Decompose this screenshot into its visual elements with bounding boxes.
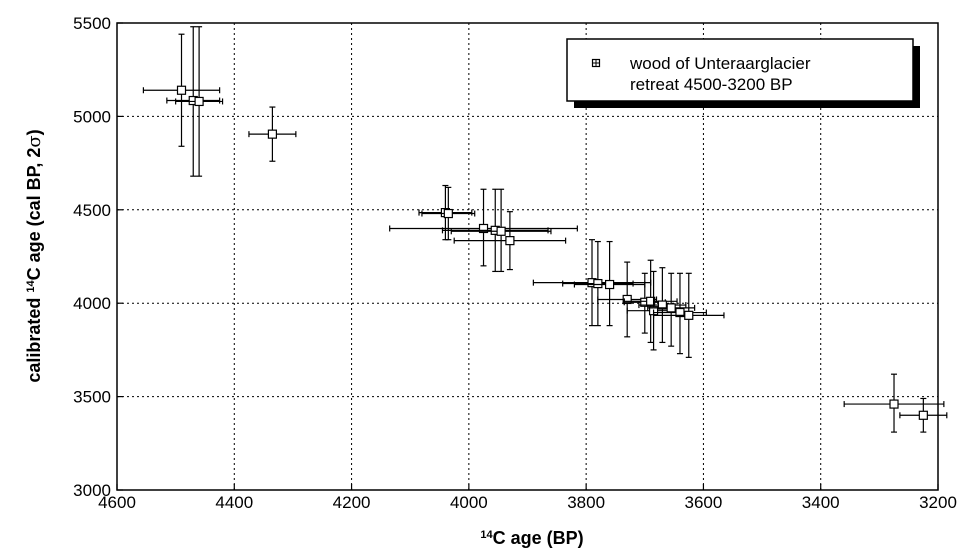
data-point [450,188,552,273]
x-tick-label: 4600 [98,493,136,512]
point-marker [267,129,278,139]
legend-marker [591,58,601,68]
y-axis-label-post: C age (cal BP, 2 [24,148,44,281]
y-axis-label-pre: calibrated [24,293,44,383]
data-point [389,188,578,267]
x-tick-label: 3800 [567,493,605,512]
x-tick-label: 3400 [802,493,840,512]
y-axis-label: calibrated 14C age (cal BP, 2σ) [24,129,45,382]
data-point [652,272,725,358]
data-point [647,272,696,347]
axis-ticks: 4600 4400 4200 4000 3800 3600 3400 3200 3000 3500… [73,14,957,512]
y-axis-label-sigma: σ [24,135,45,147]
data-points [142,26,948,433]
y-tick-label: 5500 [73,14,111,33]
x-tick-label: 3600 [685,493,723,512]
point-marker [496,226,506,236]
y-tick-label: 3000 [73,481,111,500]
point-marker [176,85,187,95]
y-tick-label: 4500 [73,201,111,220]
data-point [638,267,687,344]
y-tick-label: 4000 [73,294,111,313]
data-point [441,188,549,273]
data-point [453,211,567,271]
data-point [532,239,652,327]
data-point [142,33,221,147]
x-axis-label-sup: 14 [480,529,493,541]
legend-box [566,38,914,102]
x-tick-label: 4200 [333,493,371,512]
point-marker [675,307,685,318]
x-axis-label: 14C age (BP) [480,528,583,548]
y-axis-label-sup: 14 [25,279,37,292]
data-point [573,240,646,327]
data-point [843,373,945,433]
point-marker [478,223,489,234]
y-tick-label: 3500 [73,388,111,407]
y-axis-label-end: ) [24,129,44,135]
x-tick-label: 3200 [919,493,957,512]
legend: wood of Unteraarglacier retreat 4500-320… [566,38,920,108]
point-marker [593,278,603,289]
point-marker [505,236,515,246]
data-point [562,240,634,327]
point-marker [684,310,694,320]
point-marker [194,96,204,107]
gridlines [117,23,938,490]
point-marker [622,294,632,305]
x-tick-label: 4400 [215,493,253,512]
legend-entry-line2: retreat 4500-3200 BP [630,75,793,94]
point-marker [657,300,667,310]
data-point [175,26,224,177]
point-marker [918,410,928,420]
point-marker [443,208,453,219]
legend-entry-line1: wood of Unteraarglacier [629,54,811,73]
plot-frame [116,22,939,491]
data-point [623,259,678,344]
x-axis-label-post: C age (BP) [493,528,584,548]
data-point [248,106,297,162]
x-tick-label: 4000 [450,493,488,512]
y-tick-label: 5000 [73,107,111,126]
point-marker [604,279,615,290]
data-point [652,272,707,355]
point-marker [889,399,899,409]
data-point [899,397,948,433]
data-point [421,186,476,241]
point-marker [666,303,676,313]
